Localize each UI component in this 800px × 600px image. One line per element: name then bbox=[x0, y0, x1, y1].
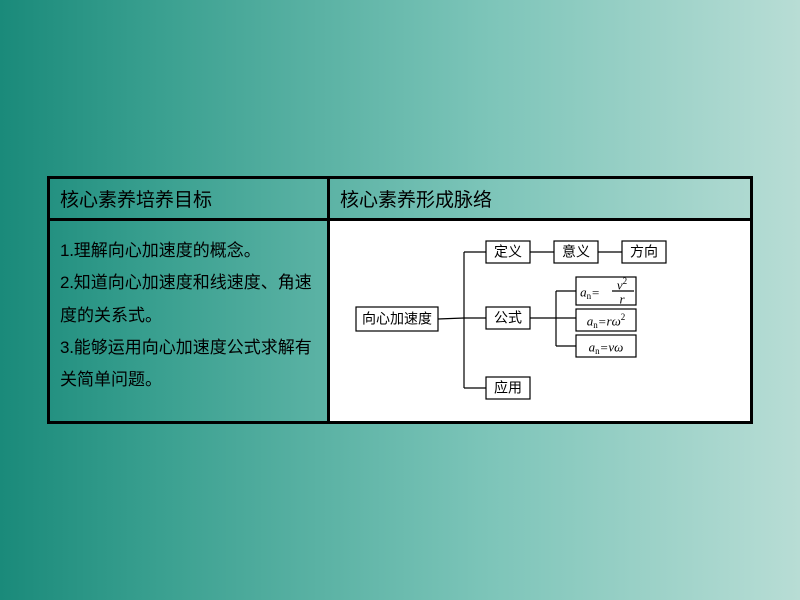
svg-text:向心加速度: 向心加速度 bbox=[362, 312, 432, 328]
svg-text:an=rω2: an=rω2 bbox=[587, 312, 626, 330]
table-body-row: 1.理解向心加速度的概念。 2.知道向心加速度和线速度、角速度的关系式。 3.能… bbox=[50, 221, 750, 421]
header-left: 核心素养培养目标 bbox=[50, 179, 330, 218]
svg-text:应用: 应用 bbox=[494, 380, 522, 397]
objective-text: 能够运用向心加速度公式求解有关简单问题。 bbox=[60, 338, 312, 389]
objective-item: 3.能够运用向心加速度公式求解有关简单问题。 bbox=[60, 332, 317, 397]
objectives-cell: 1.理解向心加速度的概念。 2.知道向心加速度和线速度、角速度的关系式。 3.能… bbox=[50, 221, 330, 421]
svg-text:公式: 公式 bbox=[494, 311, 522, 327]
objective-item: 2.知道向心加速度和线速度、角速度的关系式。 bbox=[60, 267, 317, 332]
objective-num: 2 bbox=[60, 273, 69, 292]
objective-num: 1 bbox=[60, 241, 69, 260]
objective-text: 理解向心加速度的概念。 bbox=[74, 241, 261, 260]
svg-text:意义: 意义 bbox=[562, 244, 590, 261]
svg-text:an=vω: an=vω bbox=[589, 340, 624, 357]
content-table: 核心素养培养目标 核心素养形成脉络 1.理解向心加速度的概念。 2.知道向心加速… bbox=[47, 176, 753, 424]
header-right: 核心素养形成脉络 bbox=[330, 179, 750, 218]
objective-item: 1.理解向心加速度的概念。 bbox=[60, 235, 317, 267]
svg-text:方向: 方向 bbox=[630, 245, 658, 261]
diagram-cell: 向心加速度定义意义方向公式应用an=v2ran=rω2an=vω bbox=[330, 221, 750, 421]
svg-text:定义: 定义 bbox=[494, 245, 522, 261]
concept-diagram: 向心加速度定义意义方向公式应用an=v2ran=rω2an=vω bbox=[336, 227, 736, 415]
objective-text: 知道向心加速度和线速度、角速度的关系式。 bbox=[60, 273, 312, 324]
table-header-row: 核心素养培养目标 核心素养形成脉络 bbox=[50, 179, 750, 221]
objective-num: 3 bbox=[60, 338, 69, 357]
